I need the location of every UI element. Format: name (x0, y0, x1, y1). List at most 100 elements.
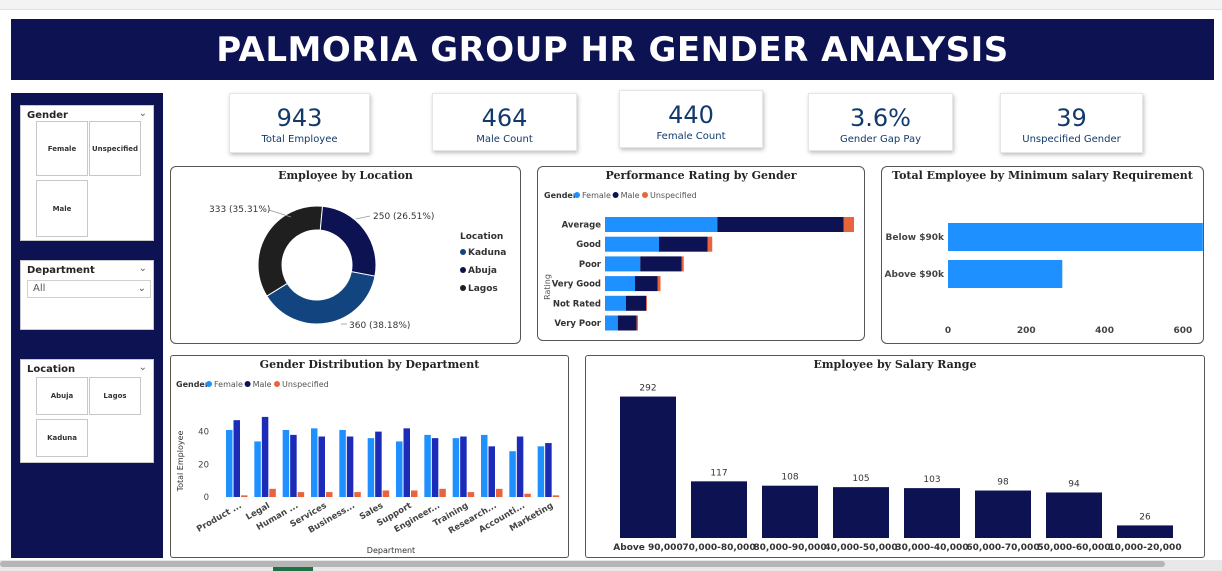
category-label: Poor (579, 260, 602, 270)
legend-marker (460, 249, 466, 255)
kpi-total-employee: 943 Total Employee (229, 93, 370, 153)
category-label: Below $90k (886, 233, 945, 243)
axis-title-x: Department (367, 546, 415, 555)
leader-line (268, 209, 292, 218)
category-label: Above $90k (885, 270, 945, 280)
department-slicer-title: Department (27, 265, 95, 276)
legend-marker (612, 192, 619, 198)
column-unspecified (269, 488, 276, 497)
column-unspecified (354, 492, 361, 497)
column-female (509, 451, 516, 497)
gender-tile-unspecified[interactable]: Unspecified (89, 121, 141, 176)
legend-title: Gender (544, 191, 577, 200)
axis-title-y: Total Employee (176, 431, 185, 493)
performance-bar-chart: Gender Female Male Unspecified Rating Average… (543, 191, 854, 331)
kpi-value: 943 (276, 104, 323, 132)
kpi-label: Gender Gap Pay (839, 134, 922, 145)
location-tile-kaduna[interactable]: Kaduna (36, 419, 88, 457)
category-label: 30,000-40,000 (895, 543, 968, 553)
chart-title: Performance Rating by Gender (605, 169, 797, 182)
chevron-down-icon[interactable]: ⌄ (138, 263, 147, 274)
min-salary-bar-chart: Below $90k Above $90k 0 200 400 600 (885, 223, 1203, 336)
employee-by-location-card[interactable]: Employee by Location 360 (38.18%) 250 (26… (170, 166, 521, 344)
category-label: Product ... (195, 501, 243, 535)
column-unspecified (524, 493, 531, 497)
bar-unspecified (636, 315, 638, 331)
column-female (537, 446, 545, 497)
salary-range-card[interactable]: Employee by Salary Range 292 Above 90,000… (585, 355, 1205, 558)
legend-marker (574, 192, 580, 198)
location-slicer-title: Location (27, 364, 76, 375)
legend-label: Female (582, 191, 611, 200)
category-label: 10,000-20,000 (1108, 543, 1181, 553)
legend-title: Location (460, 232, 503, 242)
bar-male (717, 217, 844, 232)
legend-label: Male (621, 191, 640, 200)
column-unspecified (297, 492, 305, 497)
department-dropdown[interactable]: All ⌄ (27, 280, 151, 298)
axis-title-y: Rating (543, 274, 552, 300)
kpi-female-count: 440 Female Count (619, 90, 763, 148)
column-male (488, 446, 495, 497)
bar-female (605, 256, 641, 272)
kpi-value: 464 (481, 104, 528, 132)
column-male (233, 420, 240, 497)
legend-label: Unspecified (650, 191, 697, 200)
chevron-down-icon[interactable]: ⌄ (138, 108, 147, 119)
column-female (254, 441, 261, 497)
kpi-label: Total Employee (261, 134, 338, 145)
donut-chart: 360 (38.18%) 250 (26.51%) 333 (35.31%) Loca… (209, 205, 506, 331)
column-male (545, 443, 552, 497)
bar-male (635, 276, 658, 292)
column (762, 485, 818, 538)
category-label: Not Rated (553, 299, 601, 309)
column-male (403, 428, 410, 497)
column-female (226, 429, 233, 497)
legend-label: Unspecified (282, 380, 329, 389)
gender-tile-female[interactable]: Female (36, 121, 88, 176)
bar (948, 223, 1203, 251)
min-salary-card[interactable]: Total Employee by Minimum salary Require… (881, 166, 1204, 344)
kpi-value: 39 (1056, 104, 1087, 132)
tick-label: 200 (1017, 326, 1036, 336)
tick-label: 20 (198, 460, 209, 470)
chart-title: Total Employee by Minimum salary Require… (892, 169, 1193, 182)
performance-rating-card[interactable]: Performance Rating by Gender Gender Femal… (537, 166, 865, 341)
data-label: 105 (852, 474, 869, 484)
bar-unspecified (707, 236, 713, 252)
column-unspecified (241, 495, 248, 497)
bar-unspecified (646, 295, 647, 311)
data-label: 98 (997, 478, 1009, 488)
data-label: 333 (35.31%) (209, 205, 270, 215)
legend-marker (206, 381, 212, 387)
legend-label: Kaduna (468, 248, 506, 258)
tick-label: 40 (198, 428, 209, 438)
column (975, 490, 1031, 538)
gender-slicer: Gender ⌄ Female Unspecified Male (20, 105, 154, 241)
column (904, 488, 960, 538)
column-female (424, 434, 431, 497)
gender-by-department-card[interactable]: Gender Distribution by Department Gender… (170, 355, 569, 558)
department-dropdown-value: All (33, 283, 46, 294)
chevron-down-icon[interactable]: ⌄ (138, 362, 147, 373)
column (1117, 525, 1173, 538)
leader-line (355, 215, 371, 220)
column-unspecified (439, 488, 446, 497)
tick-label: 400 (1095, 326, 1114, 336)
department-column-chart: Gender Female Male Unspecified Total Employe… (176, 380, 560, 555)
location-tile-lagos[interactable]: Lagos (89, 377, 141, 415)
bar-female (605, 295, 626, 311)
column (1046, 492, 1102, 538)
kpi-gender-gap-pay: 3.6% Gender Gap Pay (808, 93, 953, 151)
category-label: 80,000-90,000 (753, 543, 826, 553)
kpi-label: Male Count (476, 134, 533, 145)
legend-label: Lagos (468, 284, 498, 294)
app-top-bar (0, 0, 1222, 10)
horizontal-scrollbar[interactable] (0, 561, 1165, 567)
donut-slice-kaduna (266, 270, 376, 325)
category-label: 70,000-80,000 (682, 543, 755, 553)
location-tile-abuja[interactable]: Abuja (36, 377, 88, 415)
gender-tile-male[interactable]: Male (36, 180, 88, 237)
page-tab-active[interactable] (273, 567, 313, 571)
bar-unspecified (657, 276, 661, 292)
